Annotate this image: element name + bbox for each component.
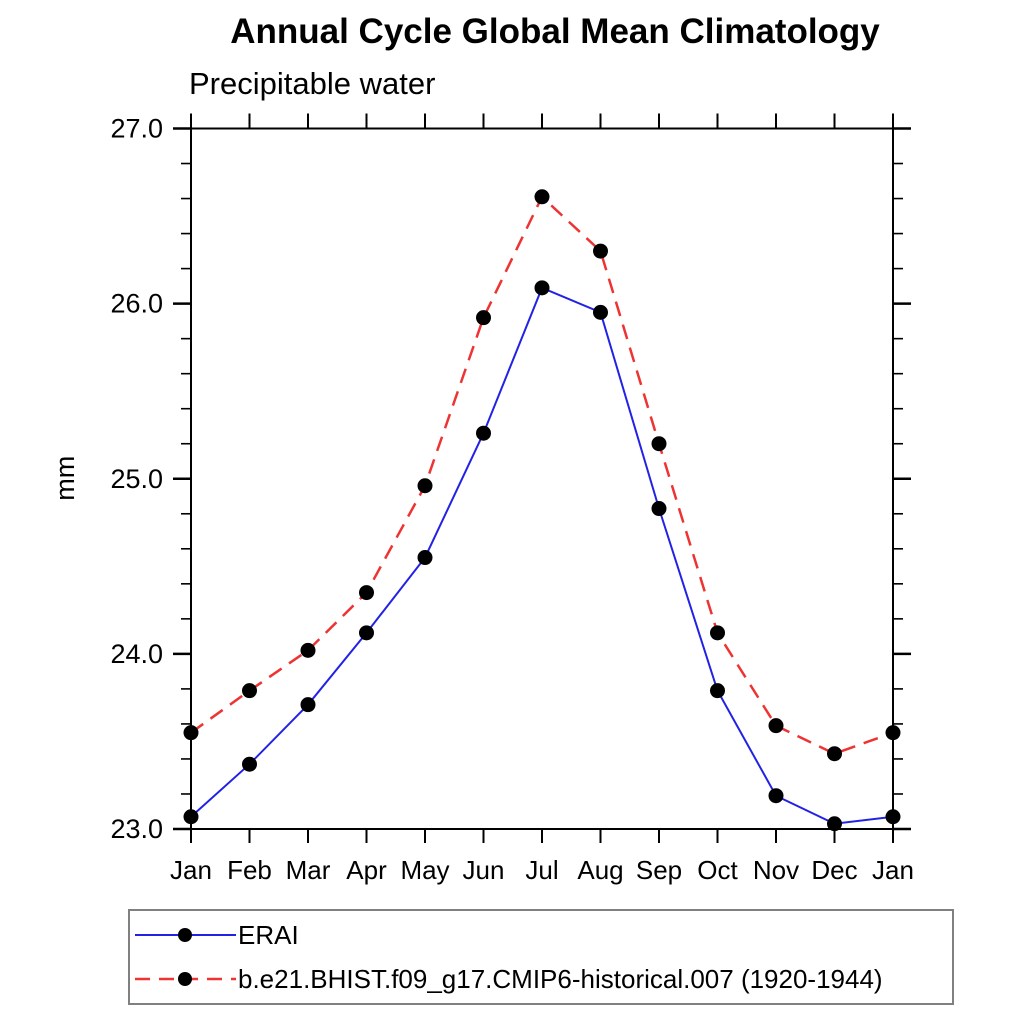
x-tick-label: Apr (346, 855, 387, 885)
data-point-marker (827, 816, 842, 832)
data-point-marker (710, 683, 725, 699)
series-line-1 (190, 194, 894, 756)
legend-marker (178, 972, 192, 986)
y-tick-label: 27.0 (110, 114, 163, 144)
data-point-marker (827, 746, 842, 762)
chart-title: Annual Cycle Global Mean Climatology (230, 12, 880, 51)
data-point-marker (593, 243, 608, 259)
x-tick-label: Jan (170, 855, 212, 885)
data-point-marker (476, 425, 491, 441)
x-tick-label: Dec (811, 855, 857, 885)
data-point-marker (768, 718, 784, 734)
x-tick-label: Sep (636, 855, 682, 885)
data-point-marker (534, 189, 550, 205)
chart-subtitle: Precipitable water (189, 66, 436, 101)
legend-row: ERAI (133, 914, 952, 956)
x-tick-label: Feb (227, 855, 272, 885)
x-tick-label: Jan (872, 855, 914, 885)
data-point-marker (651, 436, 667, 452)
x-tick-label: Aug (577, 855, 623, 885)
legend-marker (178, 928, 192, 942)
legend-swatch-1 (135, 972, 236, 986)
data-point-marker (768, 788, 784, 804)
data-point-marker (885, 725, 901, 741)
data-point-marker (359, 625, 374, 641)
legend-box: ERAI b.e21.BHIST.f09_g17.CMIP6-historica… (128, 909, 954, 1005)
x-tick-label: Jun (463, 855, 505, 885)
x-tick-label: May (400, 855, 449, 885)
data-point-marker (417, 478, 433, 494)
y-tick-label: 23.0 (110, 814, 163, 844)
legend-label: ERAI (238, 919, 299, 950)
y-tick-label: 25.0 (110, 464, 163, 494)
legend-label: b.e21.BHIST.f09_g17.CMIP6-historical.007… (238, 963, 883, 994)
x-tick-label: Jul (525, 855, 558, 885)
y-tick-label: 24.0 (110, 639, 163, 669)
legend-row: b.e21.BHIST.f09_g17.CMIP6-historical.007… (133, 958, 952, 1000)
x-tick-label: Oct (697, 855, 738, 885)
data-point-marker (242, 683, 257, 699)
data-point-marker (242, 756, 257, 772)
data-point-marker (476, 310, 491, 326)
legend-swatch-0 (135, 928, 236, 942)
x-tick-label: Mar (286, 855, 331, 885)
series-line-0 (190, 286, 894, 825)
data-point-marker (359, 585, 374, 601)
data-point-marker (651, 501, 667, 517)
data-point-marker (417, 550, 433, 566)
data-point-marker (885, 809, 901, 825)
y-axis-title: mm (50, 456, 80, 501)
data-point-marker (300, 642, 316, 658)
data-point-marker (534, 280, 550, 296)
data-point-marker (183, 809, 199, 825)
data-point-marker (710, 625, 725, 641)
data-point-marker (183, 725, 199, 741)
y-tick-label: 26.0 (110, 289, 163, 319)
data-point-marker (300, 697, 316, 713)
data-point-marker (593, 304, 608, 320)
plot-frame (190, 127, 894, 830)
x-tick-label: Nov (753, 855, 799, 885)
